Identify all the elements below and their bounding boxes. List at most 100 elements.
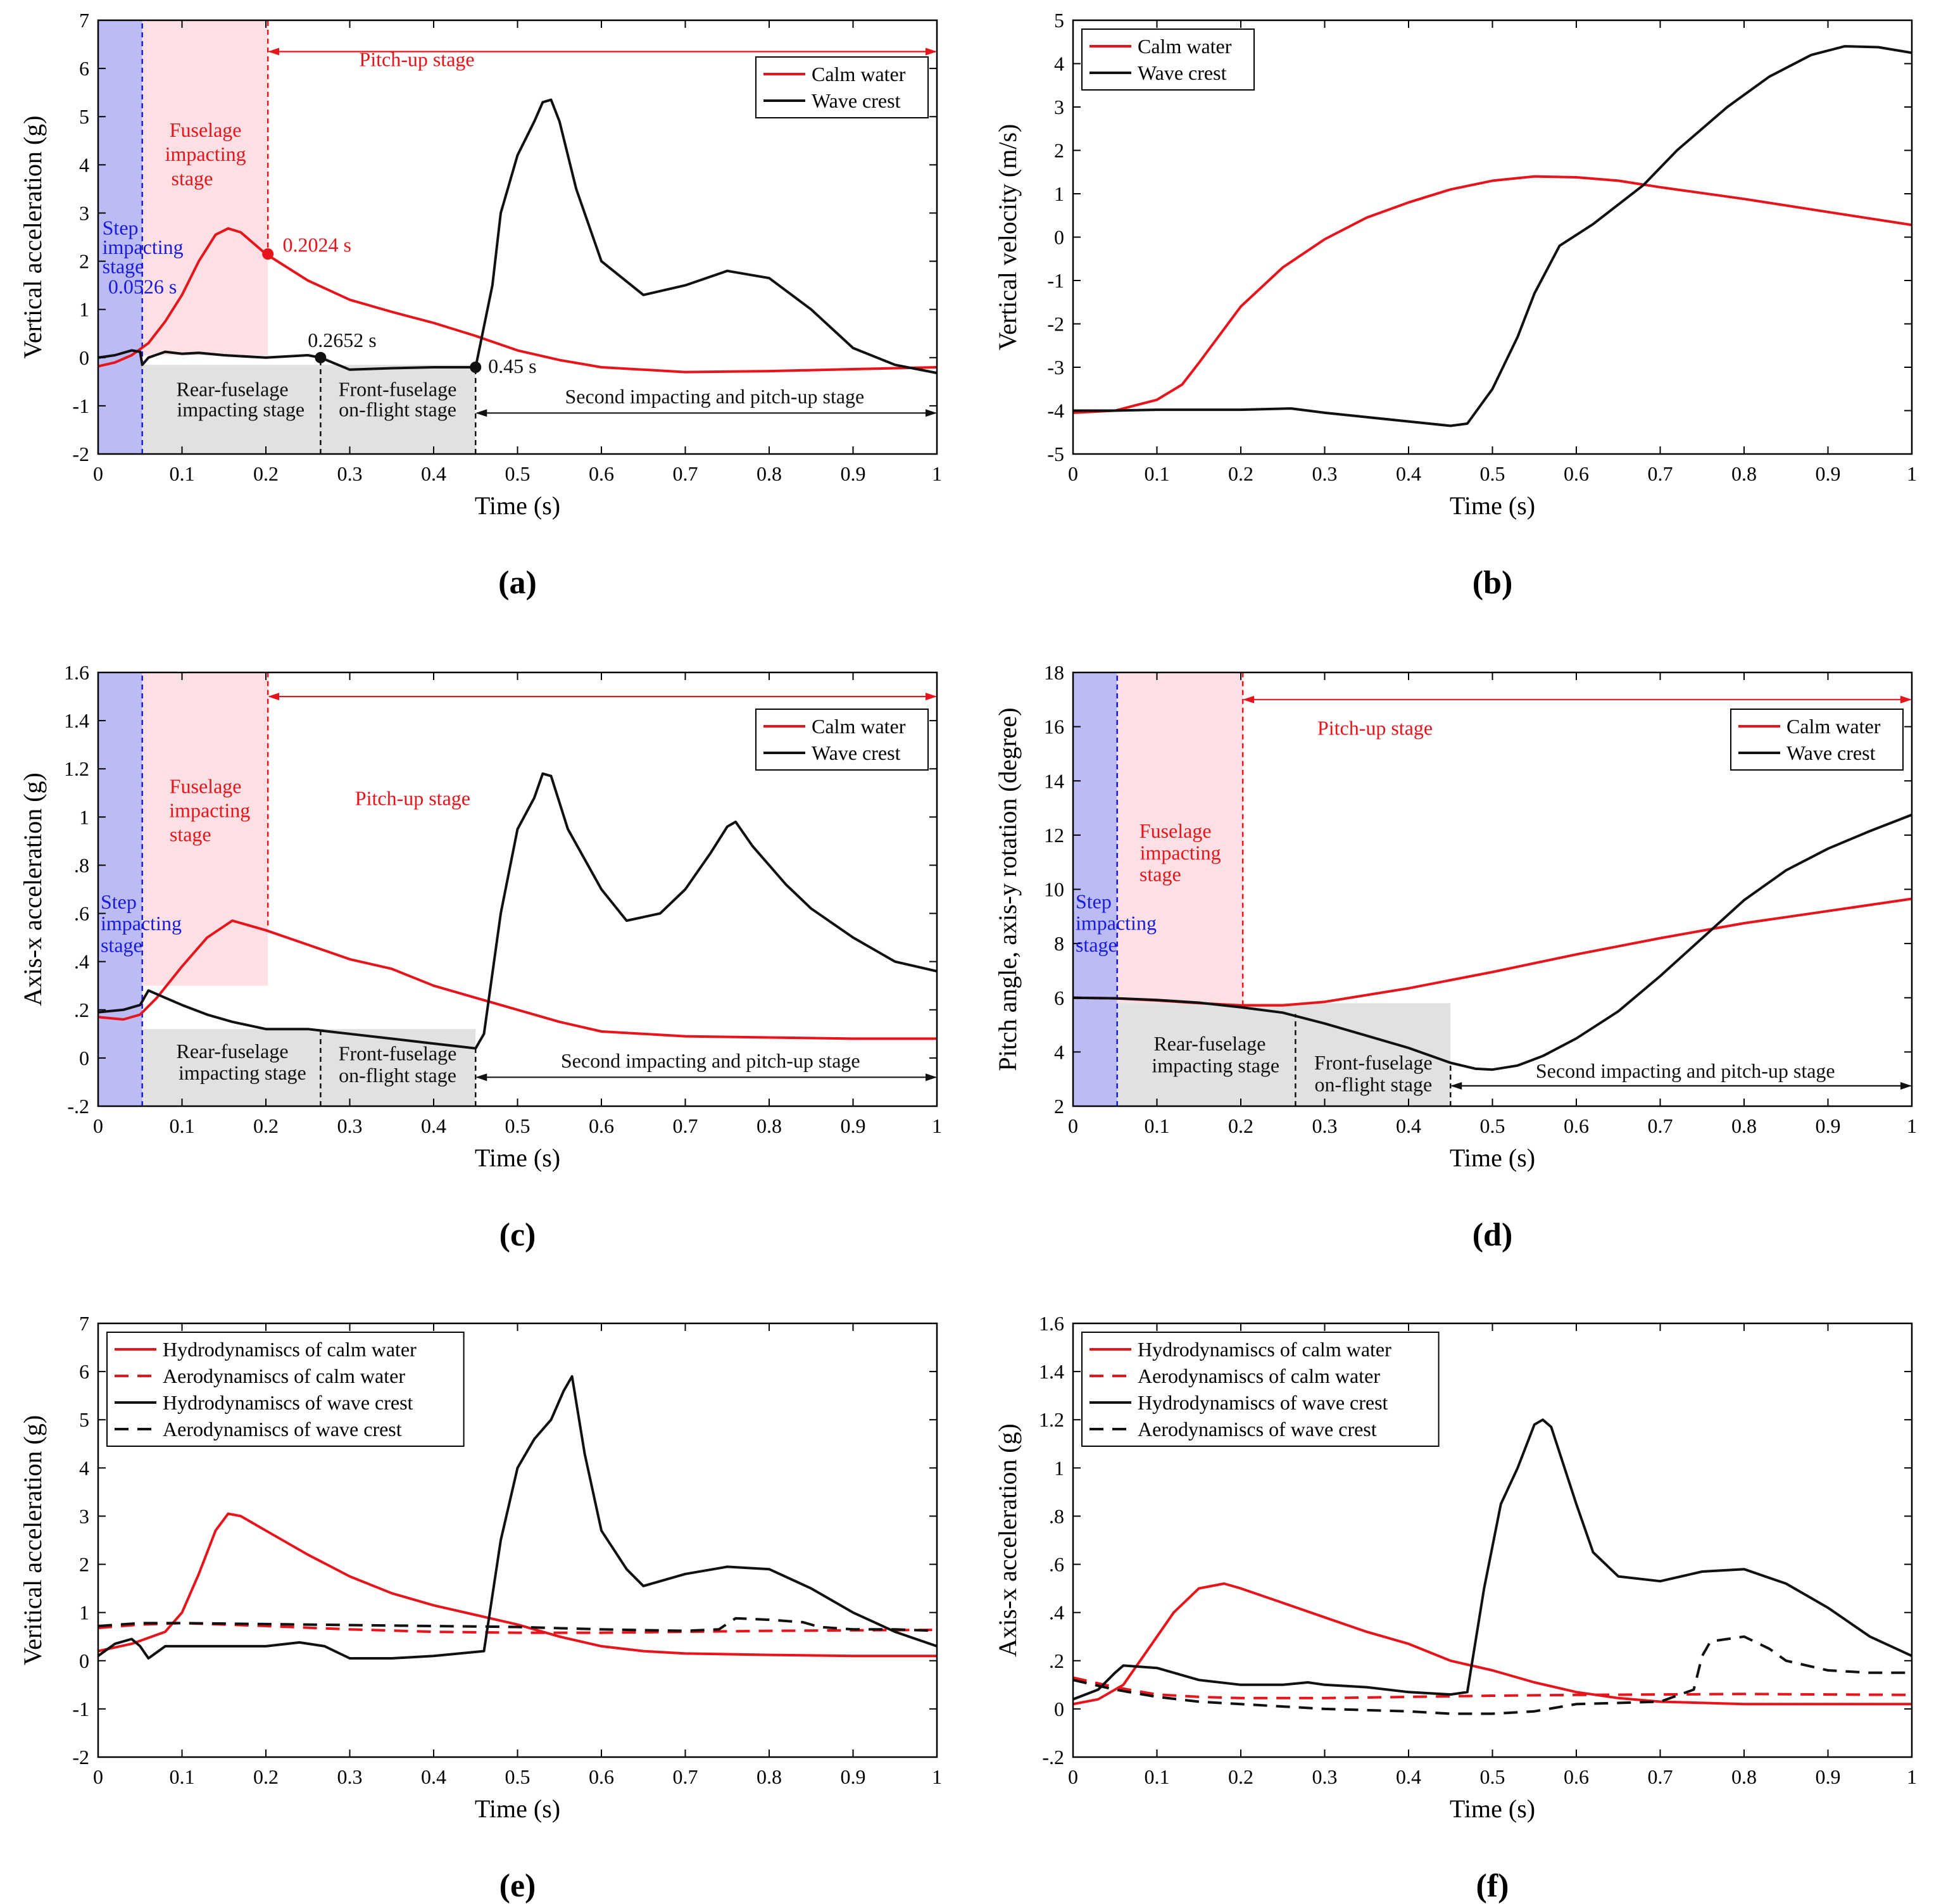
stage-annotation: impacting [169, 798, 250, 821]
x-axis-label: Time (s) [1450, 1144, 1535, 1172]
x-tick-label: 0.1 [170, 1114, 195, 1137]
x-tick-label: 1 [1907, 1765, 1917, 1788]
series-line-1 [1073, 1582, 1912, 1706]
legend-entry: Wave crest [1786, 741, 1876, 764]
y-tick-label: 1.4 [1039, 1360, 1064, 1383]
x-tick-label: 0.7 [673, 1765, 698, 1788]
legend: Calm water Wave crest [1081, 28, 1255, 91]
y-tick-label: 2 [79, 1553, 89, 1576]
y-tick-label: 1 [1054, 182, 1064, 205]
stage-annotation: Rear-fuselage [1153, 1032, 1265, 1055]
stage-shade [142, 672, 268, 986]
y-tick-label: 3 [79, 201, 89, 224]
x-tick-label: 0.1 [1145, 1114, 1170, 1137]
chart-panel-2: 0 0.1 0.2 0.3 0.4 0.5 0.6 0.7 0.8 0.9 1 -5 -4 -3 -2 -1 0… [993, 9, 1917, 601]
y-tick-label: -.2 [1042, 1746, 1064, 1768]
x-tick-label: 0.1 [1145, 1765, 1170, 1788]
x-tick-label: 0 [93, 462, 103, 485]
x-tick-label: 0.6 [589, 462, 614, 485]
stage-annotation: Pitch-up stage [1317, 716, 1433, 739]
y-tick-label: 4 [79, 1456, 89, 1479]
series-group [98, 1375, 937, 1660]
y-tick-label: 4 [1054, 1040, 1064, 1063]
x-tick-label: 0.1 [1145, 462, 1170, 485]
y-tick-label: 1 [79, 1601, 89, 1624]
series-line-2 [98, 98, 937, 375]
y-tick-label: .2 [74, 999, 89, 1021]
y-tick-label: 3 [1054, 96, 1064, 118]
y-tick-label: .4 [74, 950, 89, 973]
y-tick-label: 0 [1054, 226, 1064, 249]
legend-entry: Calm water [812, 63, 906, 85]
x-tick-label: 0.6 [589, 1114, 614, 1137]
stage-annotation: 0.0526 s [108, 275, 177, 298]
y-tick-label: 18 [1044, 661, 1064, 684]
x-tick-label: 0.7 [1648, 1765, 1673, 1788]
y-tick-label: 5 [1054, 9, 1064, 32]
stage-annotation: Pitch-up stage [359, 47, 474, 70]
series-group [98, 772, 937, 1050]
x-tick-label: 0.2 [1228, 462, 1253, 485]
stage-annotation: stage [1140, 863, 1181, 886]
y-tick-label: 6 [79, 1360, 89, 1383]
y-axis-label: Vertical acceleration (g) [18, 115, 47, 358]
series-line-1 [98, 227, 937, 374]
y-tick-label: 1 [79, 805, 89, 828]
chart-panel-5: 0 0.1 0.2 0.3 0.4 0.5 0.6 0.7 0.8 0.9 1 -2 -1 0 1 2 3 4 5 6… [18, 1312, 942, 1904]
x-tick-label: 0.3 [1312, 462, 1338, 485]
y-axis-label: Axis-x acceleration (g) [18, 772, 47, 1006]
series-line-4 [98, 1617, 937, 1632]
stage-annotation: 0.45 s [488, 355, 536, 377]
stage-annotation: stage [101, 933, 142, 956]
y-tick-label: 0 [1054, 1698, 1064, 1720]
y-tick-label: -4 [1047, 400, 1064, 422]
chart-panel-4: 0 0.1 0.2 0.3 0.4 0.5 0.6 0.7 0.8 0.9 124681012141… [993, 661, 1917, 1253]
stage-annotation: impacting [101, 912, 182, 935]
x-tick-label: 0.5 [1480, 462, 1505, 485]
x-tick-label: 0.9 [841, 1765, 866, 1788]
legend-entry: Wave crest [812, 89, 901, 112]
x-tick-label: 0 [1068, 462, 1078, 485]
x-tick-label: 0.3 [1312, 1114, 1338, 1137]
time-marker-point [315, 351, 327, 363]
x-tick-label: 0.7 [673, 462, 698, 485]
x-tick-label: 0.6 [1564, 1114, 1589, 1137]
stage-annotation: on-flight stage [339, 398, 456, 421]
x-tick-label: 0.7 [1648, 462, 1673, 485]
y-axis-label: Veritical acceleration (g) [18, 1415, 47, 1665]
y-tick-label: 2 [79, 250, 89, 273]
x-tick-label: 0.5 [505, 462, 531, 485]
x-tick-label: 1 [1907, 1114, 1917, 1137]
y-tick-label: 1 [1054, 1456, 1064, 1479]
legend-entry: Hydrodynamiscs of calm water [163, 1338, 417, 1361]
x-tick-label: 0.8 [757, 462, 782, 485]
x-tick-label: 0.1 [170, 462, 195, 485]
legend-box [1730, 709, 1904, 771]
chart-panel-3: 0 0.1 0.2 0.3 0.4 0.5 0.6 0.7 0.8 0.9 1-.20.2.4.6.… [18, 661, 942, 1253]
stage-shade [1117, 1003, 1451, 1106]
x-tick-label: 0.9 [1816, 1114, 1841, 1137]
legend: Calm water Wave crest [1730, 709, 1904, 771]
chart-panel-1: 0 0.1 0.2 0.3 0.4 0.5 0.6 0.7 0.8 0.9 1 -2 -1 0 1 2 3 4 5 6… [18, 9, 942, 601]
stage-annotation: Fuselage [170, 118, 242, 141]
chart-panel-6: 0 0.1 0.2 0.3 0.4 0.5 0.6 0.7 0.8 0.9 1-.20.2.4.6.… [993, 1312, 1917, 1904]
y-tick-label: .6 [1049, 1553, 1064, 1576]
y-tick-label: -2 [72, 1746, 89, 1768]
x-tick-label: 1 [932, 1765, 942, 1788]
y-tick-label: .6 [74, 902, 89, 925]
stage-annotation: stage [1076, 933, 1117, 956]
series-group [1073, 45, 1912, 427]
y-tick-label: 14 [1044, 769, 1064, 792]
stage-annotation: Rear-fuselage [176, 1040, 288, 1062]
legend-entry: Aerodynamiscs of wave crest [1138, 1418, 1377, 1441]
y-tick-label: 1.2 [1039, 1408, 1064, 1431]
y-axis-label: Vertical velocity (m/s) [993, 124, 1022, 351]
legend-entry: Aerodynamiscs of wave crest [163, 1418, 402, 1441]
x-tick-label: 0.4 [1396, 462, 1421, 485]
x-tick-label: 0 [93, 1114, 103, 1137]
x-tick-label: 0 [93, 1765, 103, 1788]
y-tick-label: 2 [1054, 1095, 1064, 1118]
y-tick-label: -2 [72, 443, 89, 465]
x-tick-label: 0.8 [757, 1114, 782, 1137]
